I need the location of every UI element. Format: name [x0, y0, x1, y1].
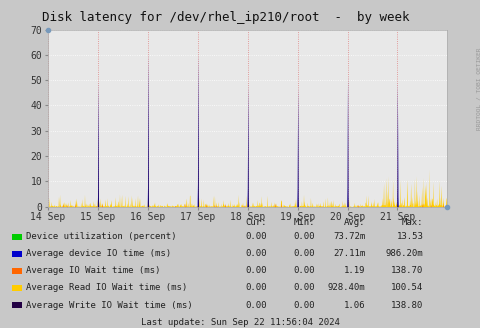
- Text: 0.00: 0.00: [293, 266, 314, 276]
- Text: 1.06: 1.06: [343, 300, 365, 310]
- Text: 0.00: 0.00: [293, 300, 314, 310]
- Text: Average device IO time (ms): Average device IO time (ms): [26, 249, 171, 258]
- Text: 0.00: 0.00: [245, 249, 266, 258]
- Text: Avg:: Avg:: [343, 218, 365, 227]
- Text: 0.00: 0.00: [293, 249, 314, 258]
- Text: 0.00: 0.00: [245, 266, 266, 276]
- Text: 138.70: 138.70: [390, 266, 422, 276]
- Text: Average Read IO Wait time (ms): Average Read IO Wait time (ms): [26, 283, 187, 293]
- Text: Min:: Min:: [293, 218, 314, 227]
- Text: Max:: Max:: [401, 218, 422, 227]
- Text: 27.11m: 27.11m: [333, 249, 365, 258]
- Text: Average Write IO Wait time (ms): Average Write IO Wait time (ms): [26, 300, 192, 310]
- Text: Average IO Wait time (ms): Average IO Wait time (ms): [26, 266, 160, 276]
- Text: 0.00: 0.00: [245, 283, 266, 293]
- Text: 928.40m: 928.40m: [327, 283, 365, 293]
- Text: 100.54: 100.54: [390, 283, 422, 293]
- Text: Last update: Sun Sep 22 11:56:04 2024: Last update: Sun Sep 22 11:56:04 2024: [141, 318, 339, 327]
- Text: 0.00: 0.00: [293, 283, 314, 293]
- Text: Device utilization (percent): Device utilization (percent): [26, 232, 177, 241]
- Text: RRDTOOL / TOBI OETIKER: RRDTOOL / TOBI OETIKER: [475, 47, 480, 130]
- Text: 0.00: 0.00: [293, 232, 314, 241]
- Text: 13.53: 13.53: [396, 232, 422, 241]
- Text: 73.72m: 73.72m: [333, 232, 365, 241]
- Text: 986.20m: 986.20m: [385, 249, 422, 258]
- Text: 1.19: 1.19: [343, 266, 365, 276]
- Text: 138.80: 138.80: [390, 300, 422, 310]
- Text: Cur:: Cur:: [245, 218, 266, 227]
- Text: 0.00: 0.00: [245, 300, 266, 310]
- Text: 0.00: 0.00: [245, 232, 266, 241]
- Text: Disk latency for /dev/rhel_ip210/root  -  by week: Disk latency for /dev/rhel_ip210/root - …: [42, 11, 409, 25]
